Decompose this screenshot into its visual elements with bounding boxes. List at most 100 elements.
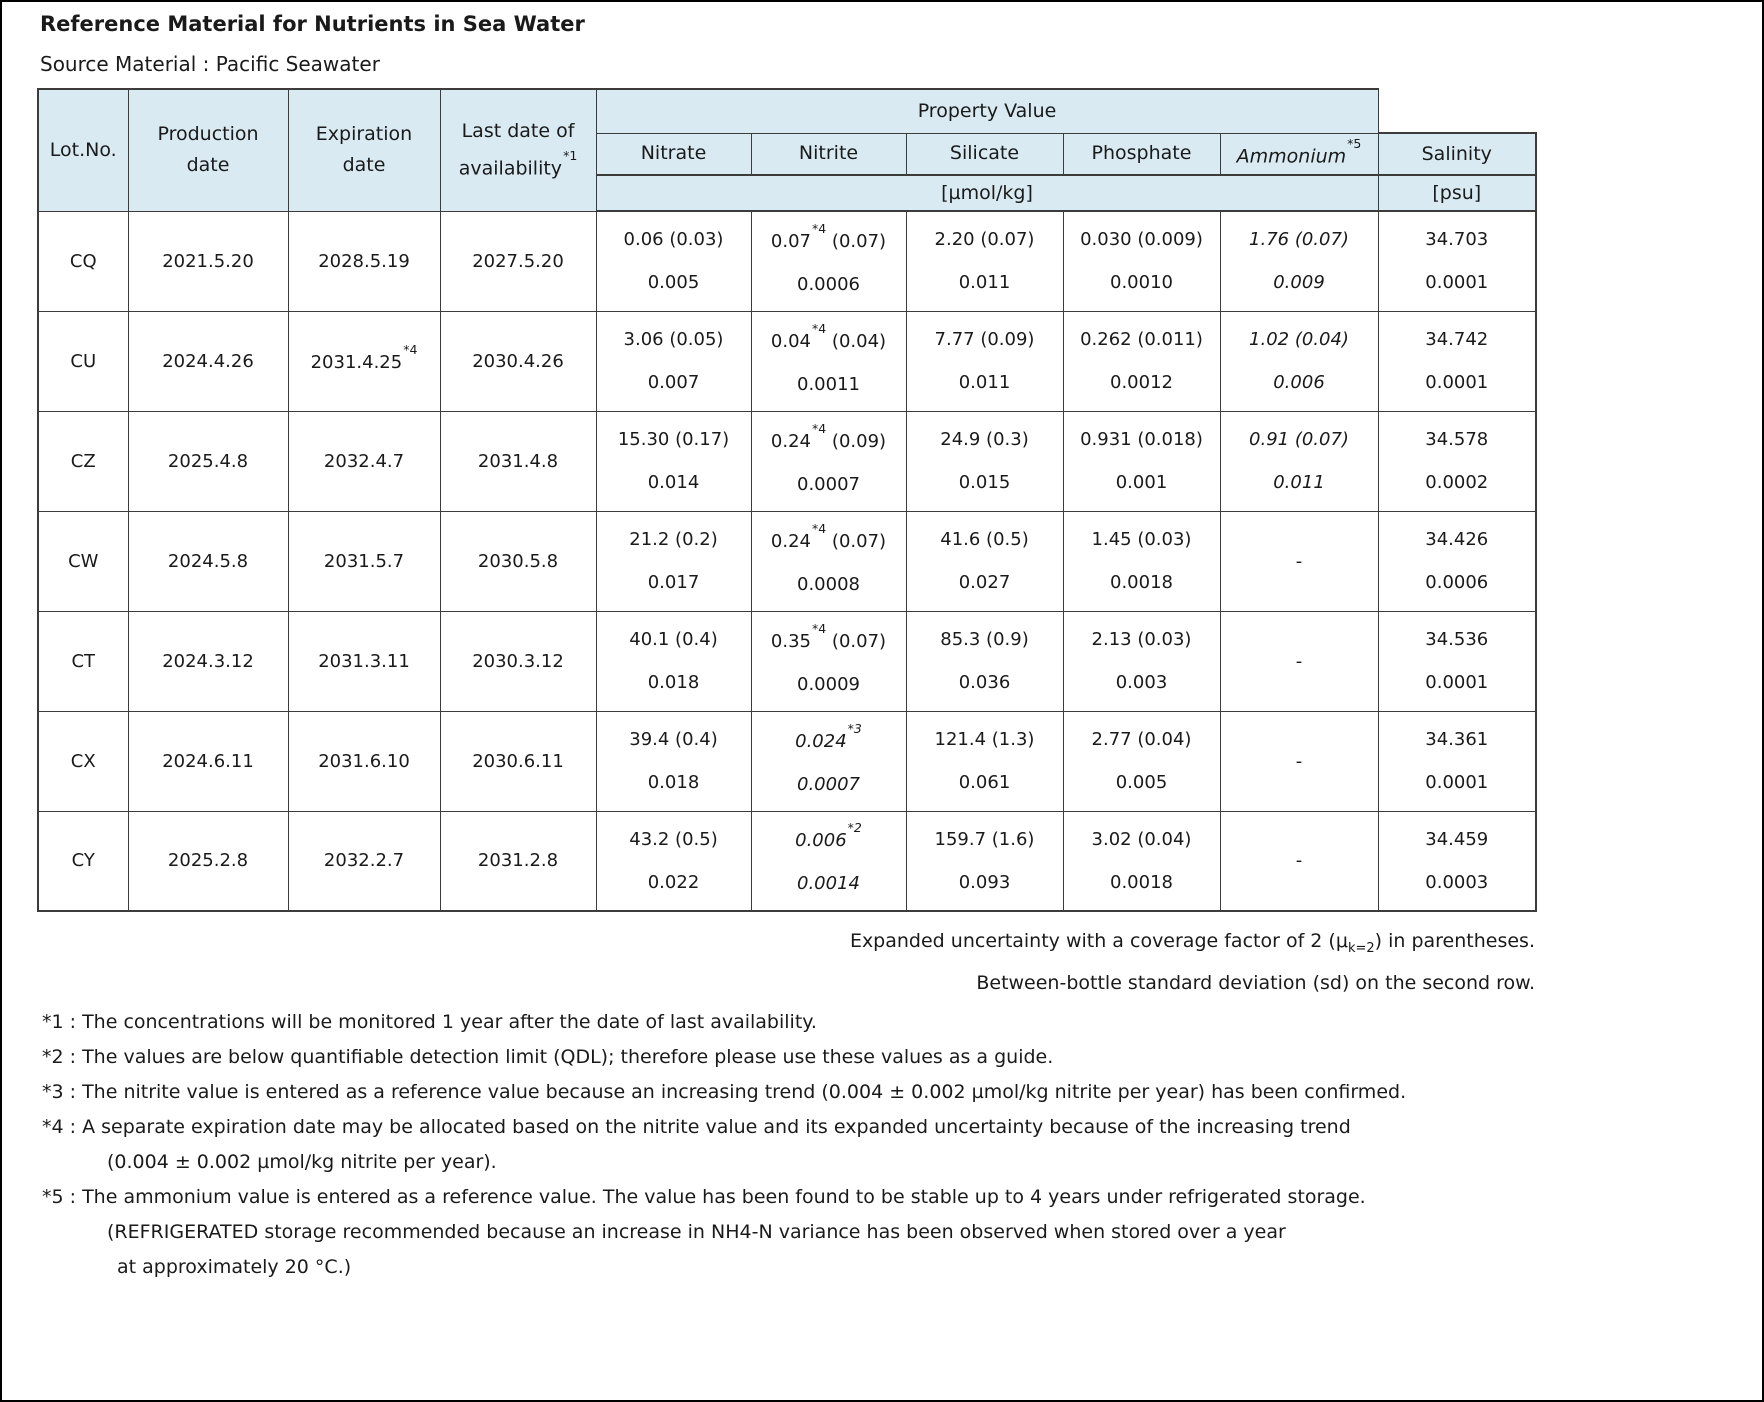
- value-line: 0.006*2: [795, 820, 862, 852]
- col-header-expiration-date: Expiration date: [287, 88, 441, 212]
- value-line: 0.91 (0.07): [1249, 429, 1349, 450]
- sd-line: 0.0018: [1110, 572, 1173, 593]
- sd-line: 0.0012: [1110, 372, 1173, 393]
- value-stack: 0.35*4 (0.07) 0.0009: [752, 621, 906, 695]
- phosphate-cell: 0.931 (0.018) 0.001: [1062, 410, 1221, 512]
- table-row: CQ 2021.5.20 2028.5.19 2027.5.20 0.06 (0.03)…: [37, 210, 1538, 312]
- value-stack: 0.262 (0.011) 0.0012: [1064, 329, 1220, 393]
- value-stack: 41.6 (0.5) 0.027: [907, 529, 1063, 593]
- unit-nutrients: [µmol/kg]: [595, 174, 1379, 212]
- nitrite-cell: 0.07*4 (0.07) 0.0006: [750, 210, 907, 312]
- value-stack: 0.04*4 (0.04) 0.0011: [752, 321, 906, 395]
- ammonium-cell: -: [1219, 610, 1379, 712]
- value-line: 34.578: [1425, 429, 1489, 450]
- phosphate-cell: 2.13 (0.03) 0.003: [1062, 610, 1221, 712]
- salinity-cell: 34.578 0.0002: [1377, 410, 1538, 512]
- value-stack: 0.24*4 (0.09) 0.0007: [752, 420, 906, 495]
- phosphate-cell: 3.02 (0.04) 0.0018: [1062, 810, 1221, 912]
- sd-line: 0.0007: [797, 773, 860, 795]
- last-date-cell: 2030.3.12: [439, 610, 597, 712]
- sd-line: 0.003: [1115, 672, 1168, 693]
- sd-line: 0.0001: [1425, 672, 1489, 693]
- col-header-phosphate: Phosphate: [1062, 132, 1221, 176]
- footnote-ref: *4: [812, 220, 827, 236]
- sd-line: 0.015: [958, 472, 1011, 493]
- value-stack: 0.06 (0.03) 0.005: [597, 229, 751, 293]
- nitrate-cell: 43.2 (0.5) 0.022: [595, 810, 752, 912]
- lot-cell: CW: [37, 510, 129, 612]
- phosphate-cell: 2.77 (0.04) 0.005: [1062, 710, 1221, 812]
- last-date-cell: 2031.2.8: [439, 810, 597, 912]
- silicate-cell: 41.6 (0.5) 0.027: [905, 510, 1064, 612]
- value-stack: 34.742 0.0001: [1379, 329, 1536, 393]
- value-line: 0.24*4 (0.09): [770, 420, 887, 452]
- sd-line: 0.011: [1273, 472, 1325, 493]
- value-line: 0.262 (0.011): [1080, 329, 1203, 350]
- sd-line: 0.061: [958, 772, 1011, 793]
- production-date-cell: 2025.2.8: [127, 810, 289, 912]
- value-stack: 34.536 0.0001: [1379, 629, 1536, 693]
- ammonium-cell: -: [1219, 510, 1379, 612]
- expiration-date-cell: 2032.2.7: [287, 810, 441, 912]
- lot-cell: CT: [37, 610, 129, 712]
- value-line: 0.024*3: [795, 720, 862, 752]
- phosphate-cell: 1.45 (0.03) 0.0018: [1062, 510, 1221, 612]
- value-stack: 159.7 (1.6) 0.093: [907, 829, 1063, 893]
- note-uncertainty-post: ) in parentheses.: [1374, 930, 1535, 952]
- value-stack: 21.2 (0.2) 0.017: [597, 529, 751, 593]
- last-date-line2: availability: [458, 157, 563, 180]
- value-line: 0.07*4 (0.07): [770, 220, 887, 252]
- value-stack: 34.459 0.0003: [1379, 829, 1536, 893]
- silicate-cell: 2.20 (0.07) 0.011: [905, 210, 1064, 312]
- footnote-ref-1: *1: [563, 148, 578, 164]
- value-stack: 85.3 (0.9) 0.036: [907, 629, 1063, 693]
- ammonium-cell: -: [1219, 710, 1379, 812]
- salinity-cell: 34.459 0.0003: [1377, 810, 1538, 912]
- value-line: 15.30 (0.17): [617, 429, 730, 450]
- expiration-date-cell: 2031.4.25*4: [287, 310, 441, 412]
- footnote-ref: *4: [812, 520, 827, 536]
- sd-line: 0.0018: [1110, 871, 1173, 893]
- value-stack: 15.30 (0.17) 0.014: [597, 429, 751, 493]
- nitrate-cell: 3.06 (0.05) 0.007: [595, 310, 752, 412]
- sd-line: 0.022: [647, 871, 700, 893]
- value-line: 40.1 (0.4): [629, 629, 718, 650]
- note-uncertainty-pre: Expanded uncertainty with a coverage fac…: [849, 930, 1348, 952]
- salinity-cell: 34.426 0.0006: [1377, 510, 1538, 612]
- sd-line: 0.009: [1273, 272, 1325, 294]
- value-line: 3.02 (0.04): [1091, 828, 1192, 850]
- expiration-date-cell: 2028.5.19: [287, 210, 441, 312]
- note-uncertainty: Expanded uncertainty with a coverage fac…: [2, 924, 1535, 966]
- value-stack: 7.77 (0.09) 0.011: [907, 329, 1063, 393]
- nitrate-cell: 15.30 (0.17) 0.014: [595, 410, 752, 512]
- last-date-cell: 2031.4.8: [439, 410, 597, 512]
- col-header-nitrate: Nitrate: [595, 132, 752, 176]
- sd-line: 0.0014: [797, 873, 860, 895]
- table-row: CY 2025.2.8 2032.2.7 2031.2.8 43.2 (0.5) 0.02…: [37, 810, 1538, 912]
- value-line: 21.2 (0.2): [629, 529, 718, 550]
- last-date-cell: 2030.4.26: [439, 310, 597, 412]
- sd-line: 0.0007: [797, 473, 860, 495]
- page-title: Reference Material for Nutrients in Sea …: [40, 12, 585, 36]
- sd-line: 0.017: [647, 572, 700, 593]
- value-line: 1.45 (0.03): [1091, 529, 1192, 550]
- col-header-salinity: Salinity: [1377, 132, 1538, 176]
- value-stack: 1.45 (0.03) 0.0018: [1064, 529, 1220, 593]
- footnote-ref: *4: [812, 620, 827, 636]
- ammonium-cell: 0.91 (0.07) 0.011: [1219, 410, 1379, 512]
- col-header-lot-no: Lot.No.: [37, 88, 129, 212]
- footnote-ref: *4: [812, 420, 827, 436]
- sd-line: 0.0011: [797, 373, 860, 395]
- sd-line: 0.0001: [1425, 372, 1489, 393]
- footnote-5: *5 : The ammonium value is entered as a …: [42, 1185, 1366, 1208]
- value-line: 1.02 (0.04): [1249, 329, 1349, 350]
- col-header-silicate: Silicate: [905, 132, 1064, 176]
- note-uncertainty-sub: k=2: [1347, 940, 1375, 956]
- lot-cell: CY: [37, 810, 129, 912]
- last-date-line1: Last date of: [461, 120, 575, 143]
- expiration-date-cell: 2031.6.10: [287, 710, 441, 812]
- last-date-cell: 2030.5.8: [439, 510, 597, 612]
- ammonium-cell: -: [1219, 810, 1379, 912]
- value-stack: 40.1 (0.4) 0.018: [597, 629, 751, 693]
- silicate-cell: 24.9 (0.3) 0.015: [905, 410, 1064, 512]
